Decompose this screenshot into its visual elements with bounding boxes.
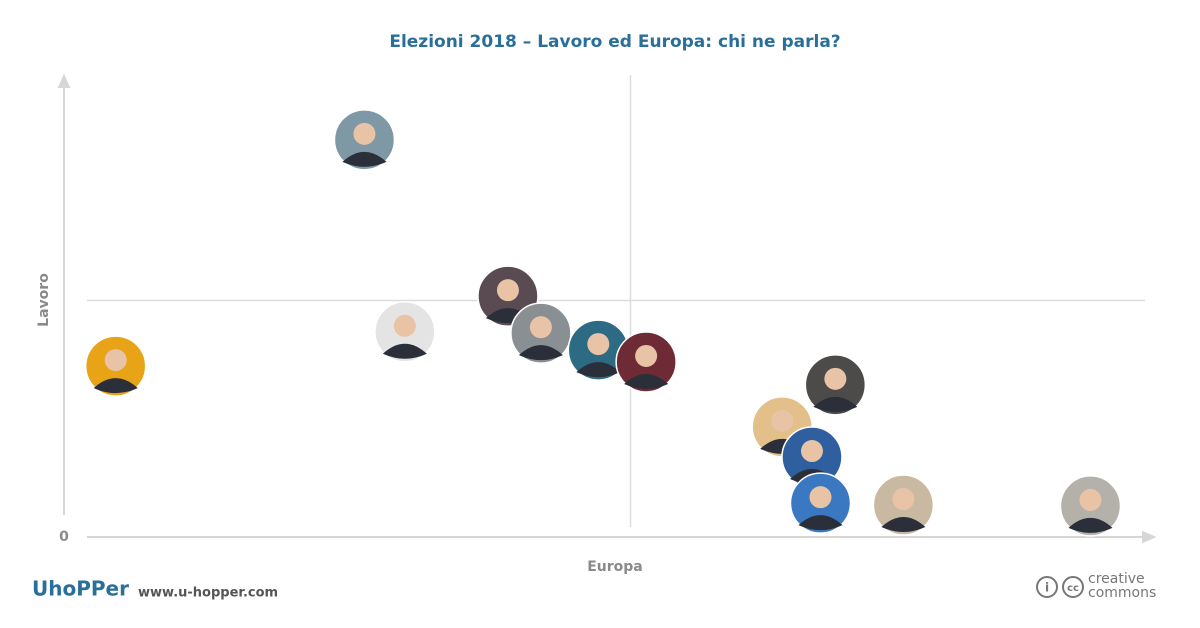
- shoulders: [342, 151, 387, 167]
- shoulders: [518, 345, 563, 361]
- shoulders: [382, 343, 427, 359]
- shoulders: [576, 362, 621, 378]
- shoulders: [93, 378, 138, 394]
- point: [804, 354, 867, 416]
- y-tick-label: 0: [59, 529, 69, 545]
- face: [809, 486, 832, 509]
- svg-text:cc: cc: [1067, 583, 1079, 594]
- point: [333, 109, 396, 171]
- face: [587, 333, 610, 356]
- face: [800, 440, 823, 463]
- face: [393, 314, 416, 337]
- shoulders: [813, 396, 858, 412]
- shoulders: [1068, 517, 1113, 533]
- shoulders: [881, 517, 926, 533]
- face: [1079, 488, 1102, 511]
- shoulders: [624, 373, 669, 389]
- shoulders: [798, 515, 843, 531]
- point: [84, 335, 147, 397]
- point: [567, 319, 630, 381]
- point: [374, 301, 436, 363]
- point: [789, 472, 852, 534]
- brand-logo: UhoPPer: [32, 577, 129, 601]
- face: [824, 367, 847, 390]
- license-text: creative: [1088, 571, 1145, 587]
- license-text: commons: [1088, 585, 1156, 601]
- face: [104, 349, 127, 372]
- website-url: www.u-hopper.com: [138, 586, 278, 601]
- point: [615, 331, 677, 393]
- x-axis-label: Europa: [587, 559, 643, 575]
- svg-text:i: i: [1045, 581, 1049, 595]
- y-axis-label: Lavoro: [36, 273, 52, 327]
- point: [510, 302, 572, 364]
- face: [635, 344, 658, 367]
- face: [892, 488, 915, 511]
- point: [872, 474, 935, 536]
- face: [771, 409, 794, 432]
- chart-title: Elezioni 2018 – Lavoro ed Europa: chi ne…: [389, 32, 840, 52]
- face: [496, 279, 519, 302]
- face: [353, 122, 376, 145]
- cc-icons: i cc: [1036, 576, 1084, 598]
- face: [529, 316, 552, 339]
- point: [1059, 475, 1122, 537]
